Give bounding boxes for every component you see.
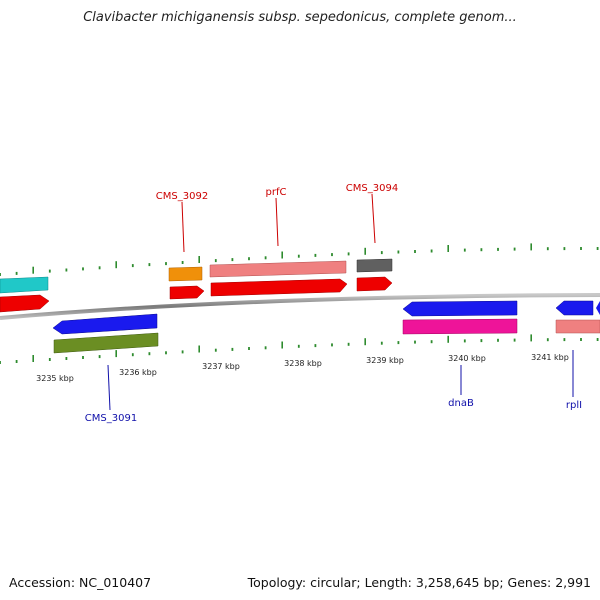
label-leaders — [107, 193, 574, 411]
gene-red-prfc[interactable] — [210, 278, 348, 297]
scale-label-3236: 3236 kbp — [119, 368, 157, 377]
gene-label-dnab[interactable]: dnaB — [448, 398, 474, 409]
gene-label-cms3092[interactable]: CMS_3092 — [156, 191, 208, 202]
gene-label-prfc[interactable]: prfC — [266, 187, 287, 198]
map-title: Clavibacter michiganensis subsp. sepedon… — [83, 10, 517, 25]
scale-label-3240: 3240 kbp — [448, 354, 486, 363]
gene-red-left[interactable] — [0, 294, 50, 313]
gene-label-cms3091[interactable]: CMS_3091 — [85, 413, 137, 424]
scale-label-3241: 3241 kbp — [531, 353, 569, 362]
scale-label-3239: 3239 kbp — [366, 356, 404, 365]
gene-cyan[interactable] — [0, 276, 49, 294]
gene-olive-cms3091[interactable] — [53, 332, 159, 354]
ticks-top — [0, 243, 599, 276]
genome-backbone — [0, 293, 600, 320]
genes-top — [0, 258, 393, 313]
gene-pink-prfc[interactable] — [209, 260, 347, 278]
genome-summary-text: Topology: circular; Length: 3,258,645 bp… — [247, 575, 591, 590]
accession-text: Accession: NC_010407 — [9, 575, 152, 590]
scale-label-3238: 3238 kbp — [284, 359, 322, 368]
gene-red-cms3092[interactable] — [169, 285, 205, 300]
gene-gray-cms3094[interactable] — [356, 258, 393, 273]
gene-magenta-dnab[interactable] — [402, 318, 518, 335]
genes-bottom — [52, 300, 600, 354]
gene-blue-dnab[interactable] — [402, 300, 518, 317]
gene-pink-rpli[interactable] — [555, 319, 600, 334]
gene-blue-rpli[interactable] — [555, 300, 594, 316]
gene-label-rpli[interactable]: rplI — [566, 400, 582, 411]
ticks-bottom — [0, 334, 599, 364]
gene-orange[interactable] — [168, 266, 203, 282]
gene-blue-right[interactable] — [596, 301, 600, 315]
scale-label-3237: 3237 kbp — [202, 362, 240, 371]
scale-label-3235: 3235 kbp — [36, 374, 74, 383]
gene-blue-cms3091[interactable] — [52, 313, 158, 335]
gene-label-cms3094[interactable]: CMS_3094 — [346, 183, 398, 194]
gene-red-cms3094[interactable] — [356, 276, 393, 292]
